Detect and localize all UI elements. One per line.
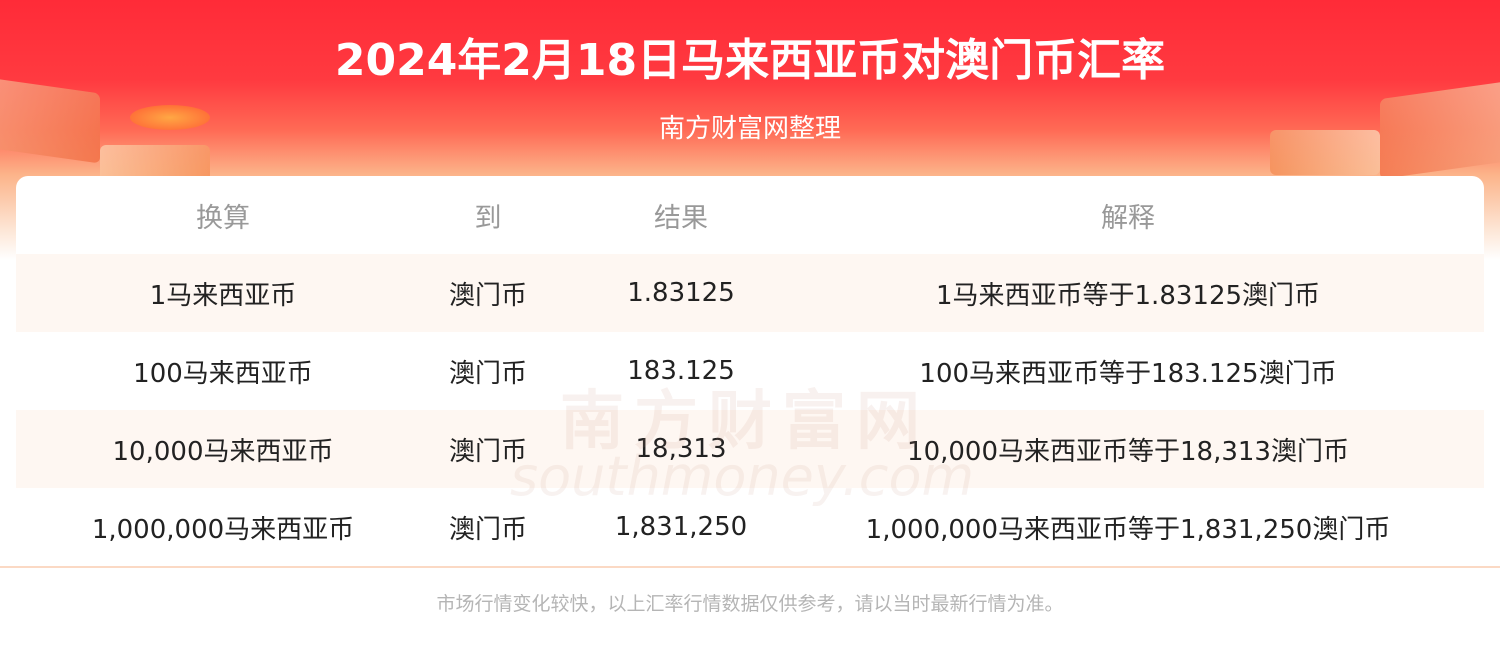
table-cell: 澳门币 xyxy=(448,280,528,311)
table-cell: 100马来西亚币 xyxy=(133,358,313,389)
decoration-coin xyxy=(130,105,210,130)
table-cell: 100马来西亚币等于183.125澳门币 xyxy=(919,358,1337,389)
column-header: 到 xyxy=(474,202,502,234)
watermark-logo: 南方财富网 xyxy=(560,385,930,459)
table-cell: 10,000马来西亚币等于18,313澳门币 xyxy=(907,436,1349,467)
table-cell: 1马来西亚币 xyxy=(149,280,297,311)
column-header: 换算 xyxy=(196,202,250,234)
table-cell: 1.83125 xyxy=(627,278,735,308)
table-cell: 18,313 xyxy=(635,434,727,464)
page-title: 2024年2月18日马来西亚币对澳门币汇率 xyxy=(334,35,1166,86)
rate-table: 换算 到 结果 解释 1马来西亚币 澳门币 1.83125 1马来西亚币等于1.… xyxy=(16,176,1484,566)
column-header: 结果 xyxy=(654,202,708,234)
table-row: 1,000,000马来西亚币 澳门币 1,831,250 1,000,000马来… xyxy=(16,488,1484,566)
table-cell: 183.125 xyxy=(627,356,735,386)
table-cell: 澳门币 xyxy=(448,436,528,467)
table-header: 换算 到 结果 解释 xyxy=(16,176,1484,254)
table-row: 100马来西亚币 澳门币 183.125 100马来西亚币等于183.125澳门… xyxy=(16,332,1484,410)
column-header: 解释 xyxy=(1101,202,1155,234)
table-cell: 1马来西亚币等于1.83125澳门币 xyxy=(935,280,1321,311)
watermark-logo: southmoney.com xyxy=(510,445,975,508)
table-cell: 1,831,250 xyxy=(614,512,748,542)
table-cell: 澳门币 xyxy=(448,514,528,545)
disclaimer-note: 市场行情变化较快，以上汇率行情数据仅供参考，请以当时最新行情为准。 xyxy=(436,593,1064,615)
decoration-shape xyxy=(1270,130,1380,175)
table-cell: 1,000,000马来西亚币 xyxy=(91,514,355,545)
table-cell: 10,000马来西亚币 xyxy=(112,436,334,467)
divider xyxy=(0,566,1500,568)
table-cell: 1,000,000马来西亚币等于1,831,250澳门币 xyxy=(865,514,1391,545)
table-row: 1马来西亚币 澳门币 1.83125 1马来西亚币等于1.83125澳门币 xyxy=(16,254,1484,332)
table-row: 10,000马来西亚币 澳门币 18,313 10,000马来西亚币等于18,3… xyxy=(16,410,1484,488)
table-cell: 澳门币 xyxy=(448,358,528,389)
page-subtitle: 南方财富网整理 xyxy=(658,114,841,144)
